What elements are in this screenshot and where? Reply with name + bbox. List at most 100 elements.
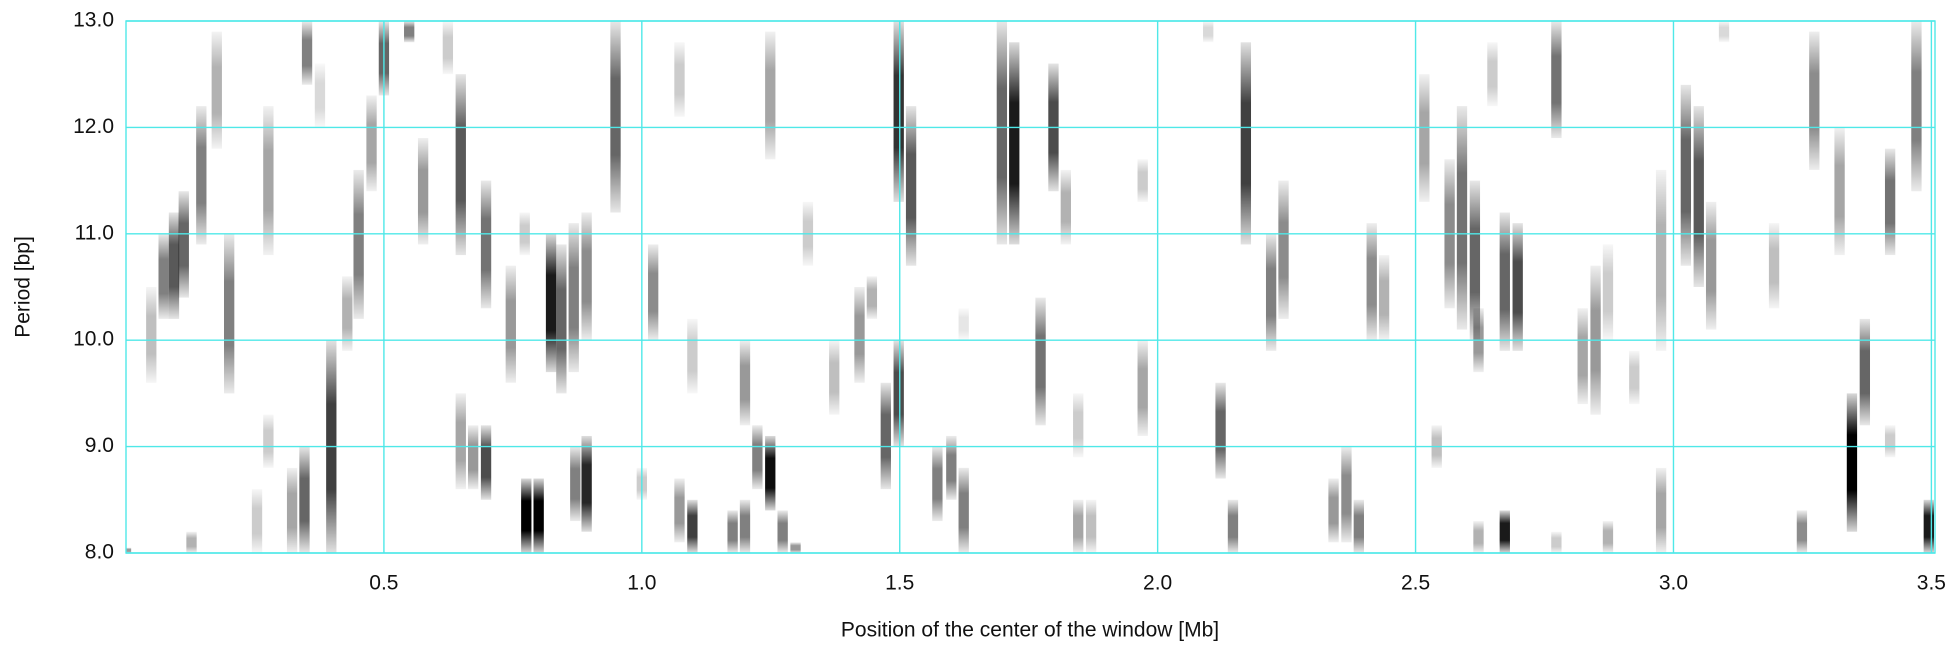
heat-streak: [1512, 223, 1523, 351]
heat-streak: [893, 340, 904, 447]
heat-streak: [1809, 31, 1820, 170]
heat-streak: [455, 393, 466, 490]
heat-streak: [286, 467, 298, 553]
heat-streak: [545, 233, 557, 373]
heat-streak: [186, 531, 197, 553]
heat-streak: [1499, 510, 1510, 553]
heat-streak: [1602, 244, 1614, 341]
heat-streak: [1846, 393, 1858, 532]
heat-streak: [687, 318, 698, 394]
heat-streak: [314, 63, 326, 128]
x-tick-label: 3.0: [1659, 572, 1688, 595]
x-tick-label: 0.5: [369, 572, 398, 595]
heat-streak: [442, 21, 454, 75]
heat-streak: [581, 435, 592, 532]
heat-streak: [146, 287, 157, 383]
heat-streak: [158, 233, 169, 319]
heat-streak: [1341, 446, 1352, 543]
heat-streak: [1240, 42, 1252, 245]
heat-streak: [1137, 159, 1148, 202]
heat-streak: [1473, 521, 1484, 553]
heat-streak: [880, 382, 891, 490]
heat-streak: [905, 106, 917, 266]
heat-streak: [1718, 21, 1730, 43]
y-tick-label: 12.0: [73, 115, 114, 138]
heat-streak: [342, 276, 353, 351]
heat-streak: [1655, 169, 1667, 351]
x-axis-label: Position of the center of the window [Mb…: [841, 619, 1219, 642]
heat-streak: [1328, 478, 1339, 543]
heat-streak: [765, 435, 776, 511]
heat-streak: [1085, 499, 1097, 553]
heat-streak: [1353, 499, 1364, 553]
x-tick-label: 1.5: [885, 572, 914, 595]
heat-streak: [581, 212, 592, 341]
heat-streak: [568, 223, 579, 373]
heat-streak: [404, 21, 415, 43]
heat-streak: [1278, 180, 1289, 319]
heat-streak: [932, 446, 943, 522]
heat-streak: [570, 446, 581, 522]
heat-streak: [1629, 350, 1640, 405]
heat-streak: [1884, 425, 1896, 458]
heat-streak: [1487, 42, 1498, 107]
heat-streak: [765, 31, 776, 160]
heat-streak: [777, 510, 788, 553]
heat-streak: [739, 340, 751, 426]
heat-streak: [353, 169, 364, 319]
heat-streak: [1469, 180, 1481, 341]
heat-streak: [958, 308, 969, 341]
heat-streak: [1419, 74, 1430, 202]
heat-streak: [1911, 21, 1922, 192]
heat-streak: [866, 276, 878, 319]
heat-streak: [455, 74, 466, 256]
heat-streak: [1499, 212, 1510, 351]
heat-streak: [126, 547, 132, 553]
heat-streak: [854, 287, 865, 383]
heat-streak: [417, 138, 429, 245]
heat-streak: [1073, 499, 1084, 553]
y-tick-label: 11.0: [75, 221, 114, 244]
heat-streak: [893, 21, 904, 202]
heat-streak: [1577, 308, 1588, 405]
x-tick-label: 2.5: [1401, 572, 1430, 595]
heat-streak: [168, 212, 180, 319]
x-tick-label: 3.5: [1917, 572, 1946, 595]
heat-streak: [467, 425, 479, 490]
heat-streak: [480, 425, 492, 500]
heat-streak: [648, 244, 659, 341]
heat-streak: [521, 478, 532, 553]
heat-streak: [1203, 21, 1214, 43]
heat-streak: [1035, 297, 1046, 426]
y-tick-label: 13.0: [73, 9, 114, 32]
heat-streak: [946, 435, 957, 500]
y-axis-label: Period [bp]: [12, 236, 35, 338]
heat-streak: [211, 31, 222, 149]
heat-streak: [674, 42, 685, 117]
heat-streak: [790, 542, 801, 553]
heat-streak: [1265, 233, 1277, 351]
heat-streak: [1551, 21, 1562, 139]
heat-streak: [366, 95, 377, 192]
heat-streak: [996, 21, 1008, 245]
axes: 8.0 9.0 10.0 11.0 12.0 13.0 0.5 1.0 1.5 2.0 2.5 3.0…: [73, 9, 1946, 595]
heat-streak: [610, 21, 621, 213]
heat-streak: [1602, 521, 1614, 553]
heat-streak: [1366, 223, 1377, 341]
heat-streak: [674, 478, 685, 543]
heat-streak: [1884, 148, 1896, 256]
heat-streak: [1215, 382, 1226, 479]
heat-streak: [556, 244, 567, 394]
heat-streak: [1834, 127, 1845, 256]
heat-streak: [1923, 499, 1934, 553]
heat-streak: [1705, 201, 1717, 330]
heat-streak: [196, 106, 207, 245]
heat-streak: [178, 191, 189, 298]
heat-streak: [263, 106, 274, 256]
x-tick-label: 1.0: [627, 572, 656, 595]
heat-streak: [224, 233, 235, 394]
heat-streak: [1693, 106, 1704, 288]
heat-streak: [739, 499, 751, 553]
